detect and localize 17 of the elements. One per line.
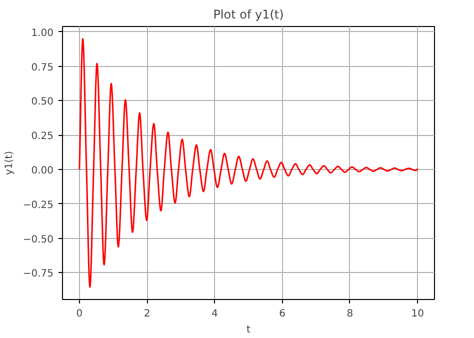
x-tick-label: 2 [144,308,150,320]
y-tick-label: −0.25 [22,200,54,211]
chart-title: Plot of y1(t) [213,8,284,22]
y-axis-title: y1(t) [4,150,15,175]
y-tick-label: 0.75 [31,62,54,74]
y-tick-label: 1.00 [31,28,54,39]
x-axis-title: t [246,324,251,336]
y-tick-label: 0.00 [31,165,54,176]
y-tick-label: −0.50 [22,234,54,246]
x-tick-label: 6 [279,308,286,320]
x-tick-label: 4 [212,308,218,320]
x-tick-label: 10 [411,308,424,320]
y-tick-label: 0.50 [31,96,54,108]
x-tick-label: 0 [76,308,83,320]
y-tick-label: −0.75 [22,268,54,280]
x-tick-label: 8 [346,308,354,320]
y-tick-label: 0.25 [31,131,54,142]
